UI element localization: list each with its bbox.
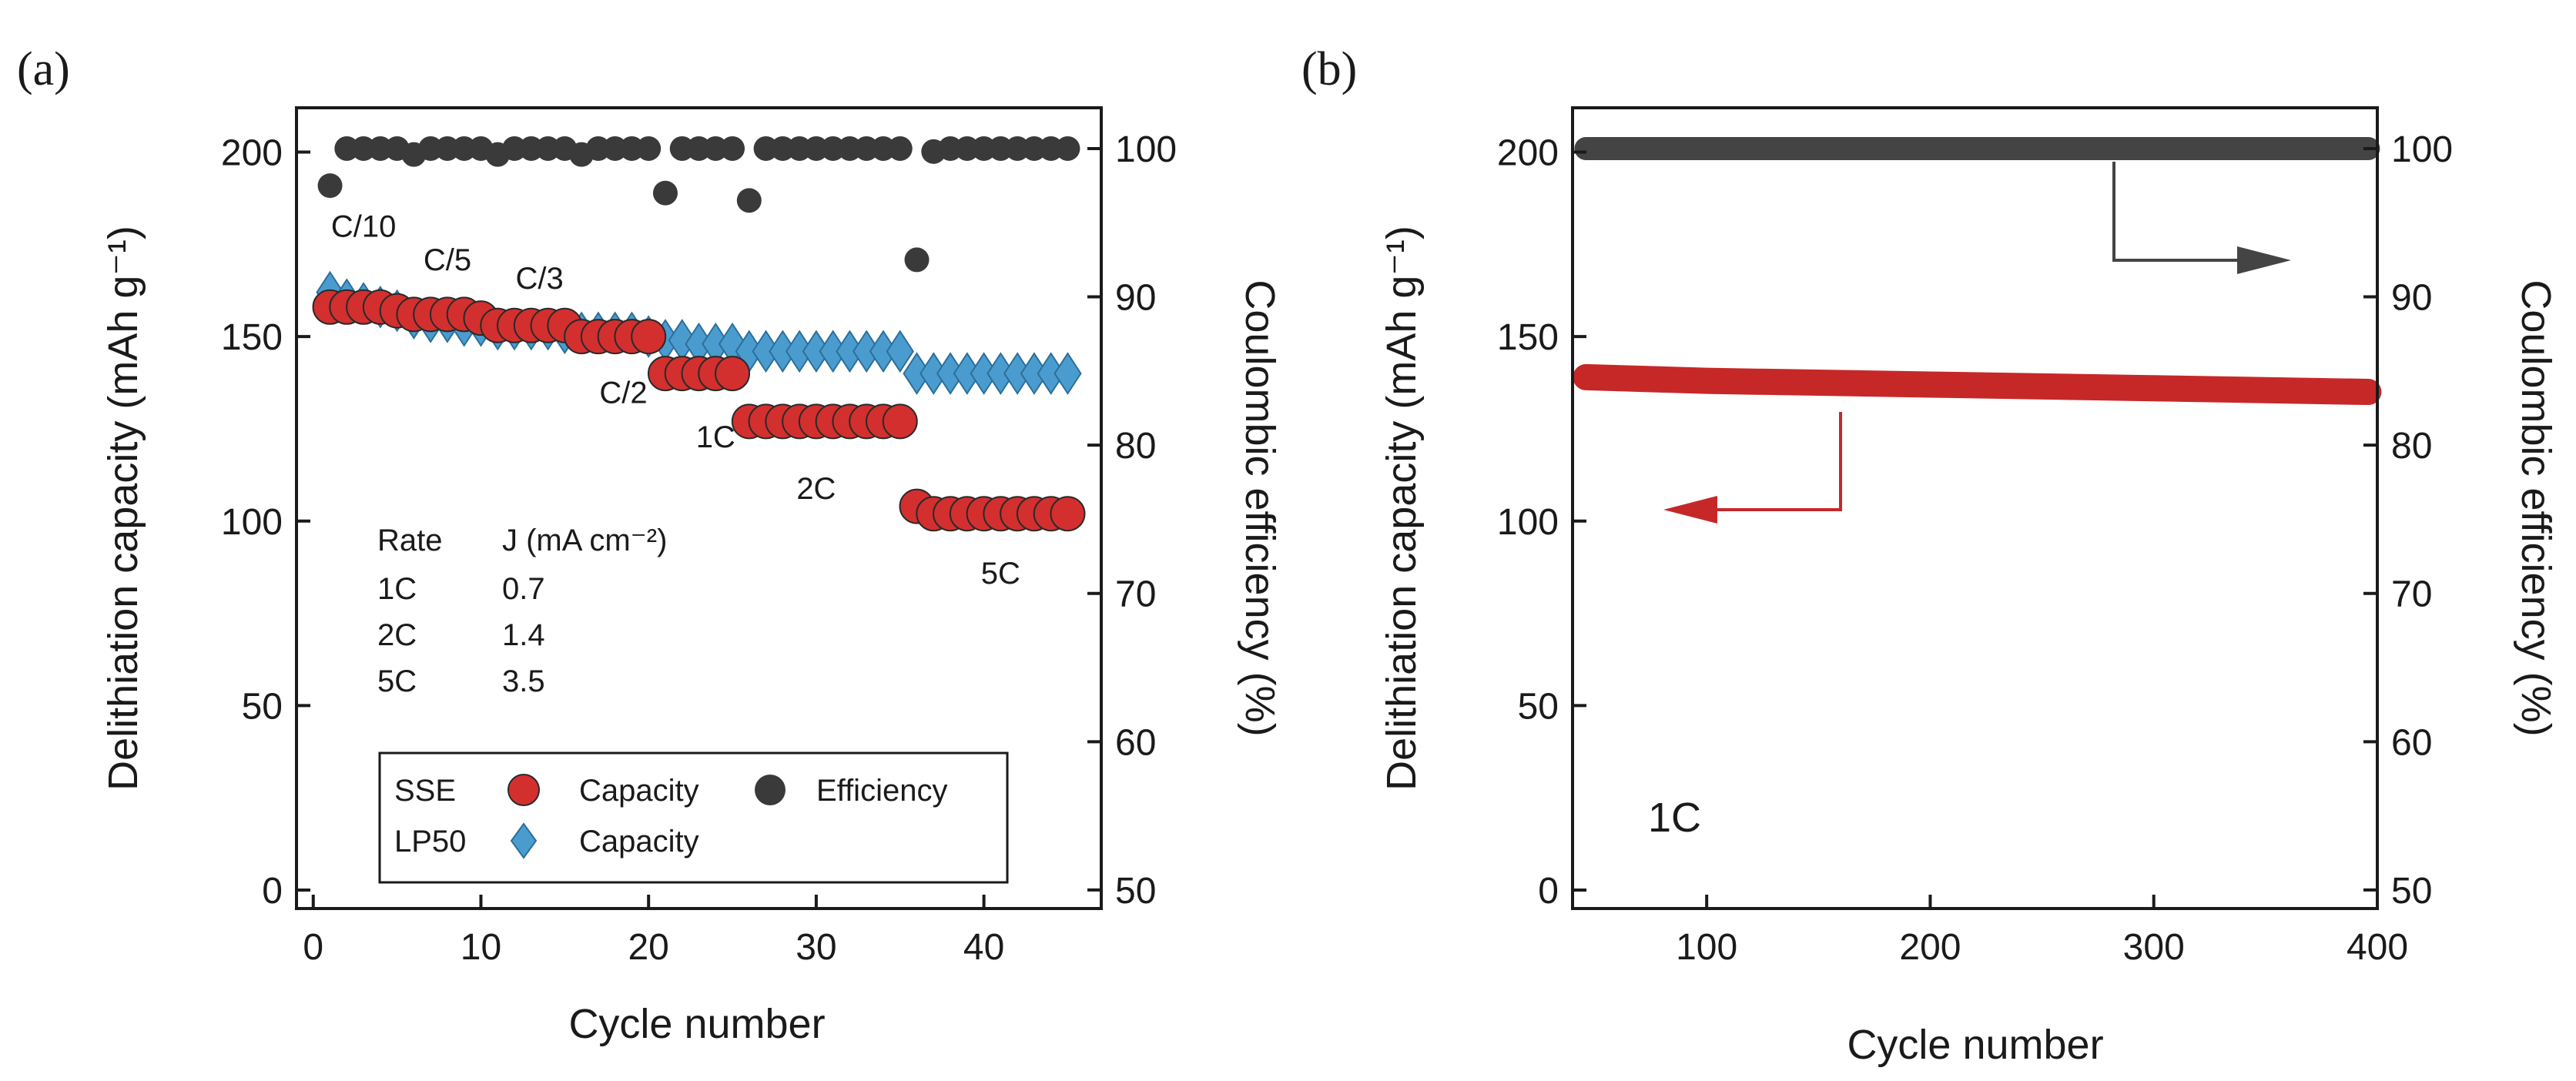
a-xtick-label-4: 40 bbox=[963, 927, 1004, 968]
a-y2tick-label-3: 80 bbox=[1115, 426, 1156, 467]
rate-table-header-rate: Rate bbox=[377, 524, 443, 557]
legend-box bbox=[378, 751, 1009, 884]
rate-table-row-2-j: 1.4 bbox=[502, 618, 545, 652]
a-rate-label-5: 2C bbox=[796, 472, 836, 506]
legend-label-lp50-capacity: Capacity bbox=[579, 825, 699, 858]
b-y2tick-label-1: 60 bbox=[2391, 722, 2432, 763]
b-ytick-label-0: 0 bbox=[1538, 871, 1559, 912]
panel-a-ticks: 0 10 20 30 40 0 50 100 150 200 50 60 70 80 90 100 bbox=[221, 129, 1177, 968]
rate-table-header-j: J (mA cm⁻²) bbox=[502, 524, 667, 557]
legend-label-sse-capacity: Capacity bbox=[579, 774, 699, 808]
a-efficiency-point-35 bbox=[887, 136, 913, 161]
panel-b-rate-annotation: 1C bbox=[1648, 795, 1701, 841]
a-ytick-label-3: 150 bbox=[221, 317, 283, 358]
a-sse-point-25 bbox=[715, 356, 751, 392]
b-ytick-label-3: 150 bbox=[1497, 317, 1559, 358]
rate-table: Rate J (mA cm⁻²) 1C 0.7 2C 1.4 5C 3.5 bbox=[377, 524, 667, 698]
a-y2tick-label-5: 100 bbox=[1115, 129, 1177, 170]
a-xtick-label-3: 30 bbox=[796, 927, 836, 968]
a-efficiency-point-36 bbox=[904, 247, 930, 273]
a-xtick-label-1: 10 bbox=[461, 927, 501, 968]
legend-label-efficiency: Efficiency bbox=[816, 774, 947, 808]
a-lp50-point-45 bbox=[1054, 352, 1082, 395]
a-efficiency-point-25 bbox=[720, 136, 745, 161]
efficiency-arrow-head bbox=[2237, 246, 2291, 274]
panel-b-y2-axis-label: Coulombic efficiency (%) bbox=[2513, 279, 2559, 736]
panel-a: (a) C/10 C/5 C/3 C/2 1C 2C 5C 0 10 20 30 40 0 50 100 1… bbox=[17, 43, 1283, 1047]
a-efficiency-point-20 bbox=[636, 136, 662, 161]
b-y2tick-label-3: 80 bbox=[2391, 426, 2432, 467]
legend-marker-efficiency bbox=[755, 775, 786, 805]
panel-b-plot-frame bbox=[1571, 106, 2379, 910]
legend-marker-sse-capacity bbox=[507, 774, 540, 806]
a-ytick-label-4: 200 bbox=[221, 133, 283, 174]
rate-table-row-3-j: 3.5 bbox=[502, 664, 545, 698]
legend: SSE Capacity Efficiency LP50 Capacity bbox=[378, 751, 1009, 884]
b-y2tick-label-0: 50 bbox=[2391, 871, 2432, 912]
panel-a-label: (a) bbox=[17, 43, 70, 95]
rate-table-row-1-rate: 1C bbox=[377, 572, 417, 606]
legend-marker-lp50-capacity bbox=[510, 822, 538, 859]
a-ytick-label-2: 100 bbox=[221, 502, 283, 543]
panel-a-plot-frame bbox=[295, 106, 1103, 910]
a-sse-point-20 bbox=[631, 319, 667, 355]
a-rate-label-1: C/5 bbox=[424, 243, 471, 277]
b-y2tick-label-2: 70 bbox=[2391, 574, 2432, 615]
a-rate-label-6: 5C bbox=[981, 557, 1020, 591]
a-rate-label-0: C/10 bbox=[331, 210, 397, 244]
a-sse-point-45 bbox=[1050, 496, 1086, 532]
efficiency-arrow-line bbox=[2112, 162, 2241, 262]
a-efficiency-point-21 bbox=[652, 180, 678, 206]
b-xtick-label-2: 300 bbox=[2123, 927, 2185, 968]
a-y2tick-label-4: 90 bbox=[1115, 278, 1156, 319]
capacity-arrow-line bbox=[1713, 412, 1842, 511]
rate-table-row-3-rate: 5C bbox=[377, 664, 417, 698]
a-xtick-label-0: 0 bbox=[303, 927, 323, 968]
panel-a-y-axis-label: Delithiation capacity (mAh g⁻¹) bbox=[100, 226, 146, 791]
a-ytick-label-0: 0 bbox=[262, 871, 283, 912]
rate-table-row-2-rate: 2C bbox=[377, 618, 417, 652]
panel-a-y2-axis-label: Coulombic efficiency (%) bbox=[1237, 279, 1283, 736]
a-sse-point-35 bbox=[882, 403, 918, 440]
legend-group-sse: SSE bbox=[394, 774, 456, 808]
a-rate-label-2: C/3 bbox=[516, 262, 564, 296]
b-y2tick-label-4: 90 bbox=[2391, 278, 2432, 319]
b-capacity-line bbox=[1573, 363, 2382, 406]
panel-b: (b) 100 200 300 400050100150200506070809010… bbox=[1301, 43, 2559, 1068]
panel-b-y-axis-label: Delithiation capacity (mAh g⁻¹) bbox=[1378, 226, 1425, 791]
b-ytick-label-4: 200 bbox=[1497, 133, 1559, 174]
panel-a-marks: C/10 C/5 C/3 C/2 1C 2C 5C bbox=[312, 136, 1086, 591]
b-xtick-label-0: 100 bbox=[1676, 927, 1737, 968]
a-efficiency-point-26 bbox=[736, 188, 762, 213]
a-rate-label-4: 1C bbox=[696, 420, 735, 454]
panel-b-marks bbox=[1573, 136, 2382, 406]
capacity-axis-arrow bbox=[1663, 412, 1842, 524]
b-xtick-label-3: 400 bbox=[2347, 927, 2408, 968]
panel-b-label: (b) bbox=[1301, 43, 1357, 95]
capacity-arrow-head bbox=[1663, 496, 1717, 524]
a-rate-label-3: C/2 bbox=[599, 376, 647, 410]
a-efficiency-point-1 bbox=[317, 173, 343, 199]
a-y2tick-label-2: 70 bbox=[1115, 574, 1156, 615]
a-y2tick-label-0: 50 bbox=[1115, 871, 1156, 912]
b-y2tick-label-5: 100 bbox=[2391, 129, 2453, 170]
panel-a-x-axis-label: Cycle number bbox=[568, 1001, 825, 1047]
a-y2tick-label-1: 60 bbox=[1115, 722, 1156, 763]
rate-table-row-1-j: 0.7 bbox=[502, 572, 545, 606]
b-ytick-label-1: 50 bbox=[1518, 686, 1559, 727]
efficiency-axis-arrow bbox=[2112, 162, 2291, 274]
a-xtick-label-2: 20 bbox=[628, 927, 668, 968]
legend-group-lp50: LP50 bbox=[394, 825, 466, 858]
b-xtick-label-1: 200 bbox=[1899, 927, 1961, 968]
panel-b-x-axis-label: Cycle number bbox=[1847, 1022, 2103, 1068]
a-lp50-point-35 bbox=[886, 330, 914, 373]
panel-b-ticks: 100 200 300 400 0 50 100 150 200 50 60 70 80 90 100 bbox=[1497, 129, 2453, 968]
a-efficiency-point-45 bbox=[1055, 136, 1080, 161]
a-ytick-label-1: 50 bbox=[242, 686, 283, 727]
b-ytick-label-2: 100 bbox=[1497, 502, 1559, 543]
